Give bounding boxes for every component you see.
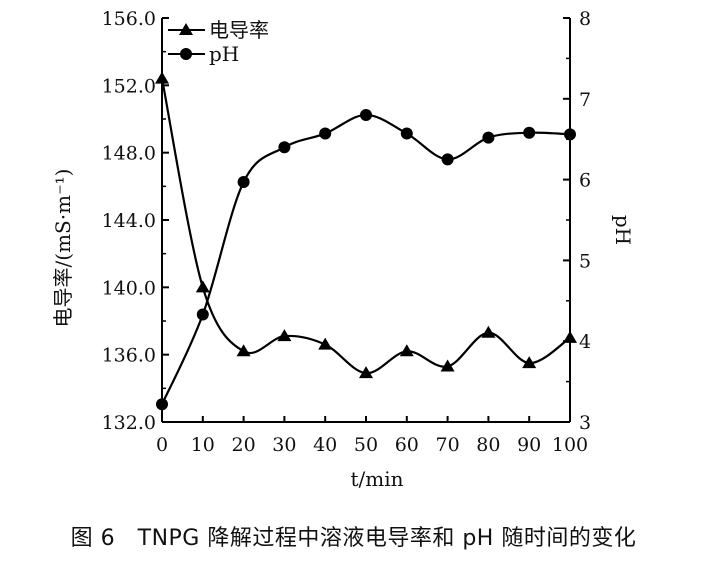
series-conductivity <box>155 71 577 379</box>
data-point-triangle <box>563 330 577 343</box>
x-tick-label: 40 <box>313 434 337 456</box>
x-tick-label: 90 <box>517 434 541 456</box>
left-y-tick-label: 144.0 <box>102 210 156 232</box>
data-point-circle <box>196 308 209 321</box>
series-layer <box>155 71 577 411</box>
legend-ph-circle-icon <box>180 48 192 60</box>
data-point-circle <box>156 398 168 411</box>
data-point-triangle <box>195 280 210 293</box>
series-ph <box>156 108 576 411</box>
series-line <box>160 113 571 405</box>
x-tick-label: 0 <box>156 434 168 456</box>
figure-caption: 图 6 TNPG 降解过程中溶液电导率和 pH 随时间的变化 <box>70 526 637 551</box>
data-point-circle <box>319 127 332 140</box>
data-point-triangle <box>359 366 373 379</box>
right-y-tick-label: 7 <box>579 89 591 111</box>
data-point-triangle <box>236 344 251 357</box>
x-tick-label: 60 <box>395 434 419 456</box>
chart-canvas: 0 10 20 30 40 50 60 70 80 90 100 132.0 136.0 140.0 144… <box>51 8 635 491</box>
data-point-circle <box>482 131 495 144</box>
x-axis-title: t/min <box>350 467 403 491</box>
series-line <box>160 78 571 375</box>
data-point-circle <box>564 128 576 141</box>
left-y-tick-label: 136.0 <box>102 345 156 367</box>
data-point-circle <box>360 108 372 121</box>
right-y-tick-label: 5 <box>579 250 591 272</box>
left-y-axis-title: 电导率/(mS·m⁻¹) <box>51 169 75 328</box>
x-tick-label: 70 <box>436 434 460 456</box>
right-y-tick-label: 8 <box>579 8 591 30</box>
x-tick-label: 10 <box>191 434 215 456</box>
x-tick-label: 20 <box>232 434 256 456</box>
legend-conductivity-label: 电导率 <box>209 18 269 42</box>
x-tick-label: 30 <box>272 434 296 456</box>
right-y-tick-label: 4 <box>579 331 591 353</box>
data-point-triangle <box>155 71 169 84</box>
x-tick-label: 100 <box>552 434 588 456</box>
data-point-triangle <box>440 359 455 372</box>
data-point-circle <box>237 176 250 189</box>
left-y-tick-label: 132.0 <box>102 412 156 434</box>
data-point-triangle <box>399 344 414 357</box>
x-tick-label: 80 <box>476 434 500 456</box>
data-point-circle <box>441 153 454 166</box>
data-point-triangle <box>277 329 292 342</box>
data-point-circle <box>400 127 413 140</box>
right-y-tick-label: 6 <box>579 170 591 192</box>
legend-ph-label: pH <box>209 42 239 66</box>
data-point-triangle <box>318 337 333 350</box>
legend: 电导率 pH <box>168 18 269 66</box>
left-y-tick-label: 140.0 <box>102 277 156 299</box>
right-y-axis-title: pH <box>611 215 635 245</box>
axis-ticks: 0 10 20 30 40 50 60 70 80 90 100 132.0 136.0 140.0 144… <box>102 8 592 456</box>
data-point-triangle <box>522 356 537 369</box>
data-point-circle <box>523 126 536 139</box>
right-y-tick-label: 3 <box>579 412 591 434</box>
legend-conductivity-triangle-icon <box>179 23 193 35</box>
data-point-circle <box>278 141 291 154</box>
x-tick-label: 50 <box>354 434 378 456</box>
left-y-tick-label: 148.0 <box>102 143 156 165</box>
left-y-tick-label: 156.0 <box>102 8 156 30</box>
plot-frame <box>161 18 571 423</box>
left-y-tick-label: 152.0 <box>102 75 156 97</box>
data-point-triangle <box>481 325 496 338</box>
